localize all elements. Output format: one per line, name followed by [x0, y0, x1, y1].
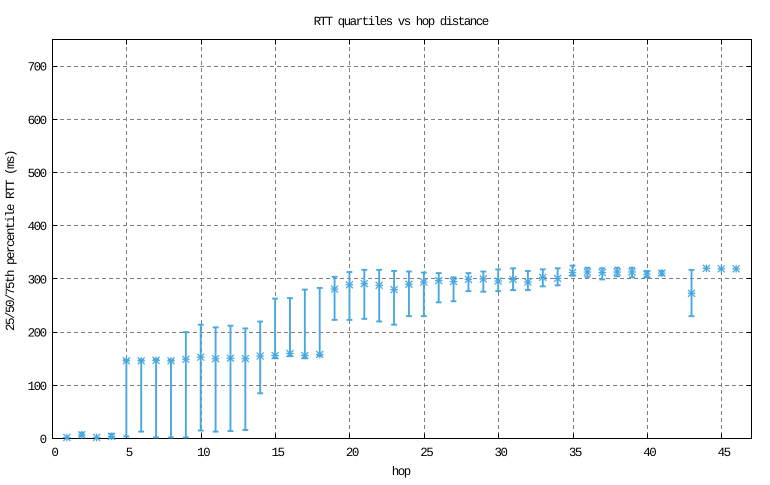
svg-text:45: 45	[718, 446, 731, 460]
svg-text:500: 500	[28, 167, 47, 181]
svg-text:5: 5	[126, 446, 133, 460]
svg-text:200: 200	[28, 327, 47, 341]
svg-text:600: 600	[28, 114, 47, 128]
svg-text:15: 15	[271, 446, 284, 460]
svg-text:20: 20	[346, 446, 359, 460]
svg-text:300: 300	[28, 273, 47, 287]
svg-text:0: 0	[51, 446, 58, 460]
svg-text:RTT quartiles vs hop distance: RTT quartiles vs hop distance	[314, 15, 489, 29]
svg-text:10: 10	[197, 446, 210, 460]
svg-text:100: 100	[28, 380, 47, 394]
svg-text:hop: hop	[392, 465, 411, 479]
svg-text:40: 40	[643, 446, 656, 460]
svg-text:30: 30	[495, 446, 508, 460]
svg-text:0: 0	[40, 433, 47, 447]
svg-text:25: 25	[420, 446, 433, 460]
svg-text:25/50/75th percentile RTT (ms): 25/50/75th percentile RTT (ms)	[4, 151, 18, 331]
svg-text:35: 35	[569, 446, 582, 460]
svg-text:400: 400	[28, 220, 47, 234]
svg-text:700: 700	[28, 61, 47, 75]
